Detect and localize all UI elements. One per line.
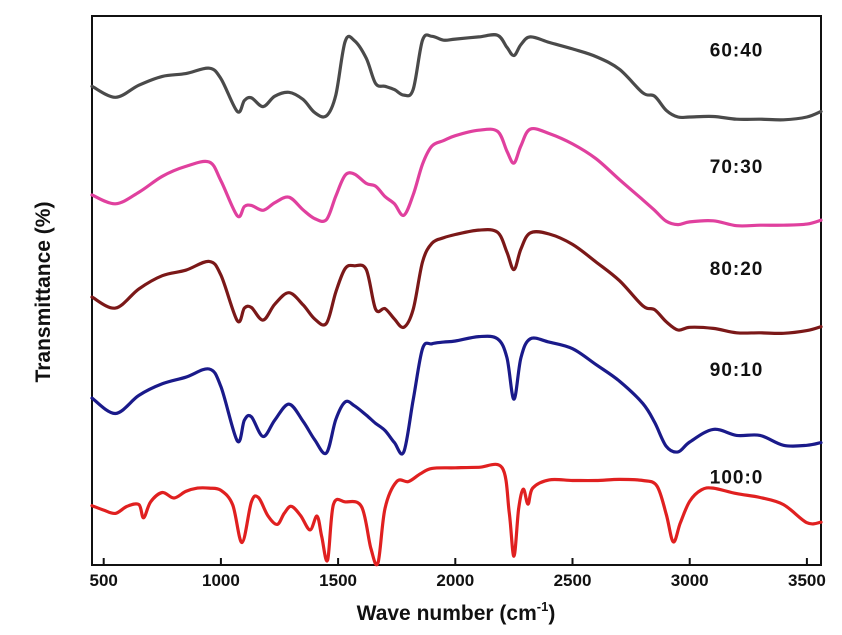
series-line-80-20 <box>90 228 823 336</box>
series-label-90-10: 90:10 <box>710 360 764 381</box>
series-label-70-30: 70:30 <box>710 157 764 178</box>
x-tick-label: 3000 <box>671 571 709 590</box>
x-tick-label: 1000 <box>202 571 240 590</box>
x-axis-label: Wave number (cm-1) <box>357 599 556 625</box>
x-tick-label: 1500 <box>319 571 357 590</box>
series-line-70-30 <box>90 126 823 228</box>
x-tick-label: 500 <box>90 571 118 590</box>
series-label-100-0: 100:0 <box>710 468 764 489</box>
x-axis-ticks: 500 1000 1500 2000 2500 3000 3500 <box>90 558 826 590</box>
x-tick-label: 3500 <box>788 571 826 590</box>
series-label-80-20: 80:20 <box>710 259 764 280</box>
series-line-90-10 <box>90 334 823 456</box>
plot-frame <box>91 15 822 566</box>
x-tick-label: 2000 <box>436 571 474 590</box>
series-label-60-40: 60:40 <box>710 40 764 61</box>
series-labels: 60:40 70:30 80:20 90:10 100:0 <box>710 40 764 489</box>
series-line-100-0 <box>90 462 823 567</box>
x-tick-label: 2500 <box>554 571 592 590</box>
series-layer <box>90 33 823 567</box>
y-axis-label: Transmittance (%) <box>32 202 55 383</box>
series-line-60-40 <box>90 33 823 122</box>
